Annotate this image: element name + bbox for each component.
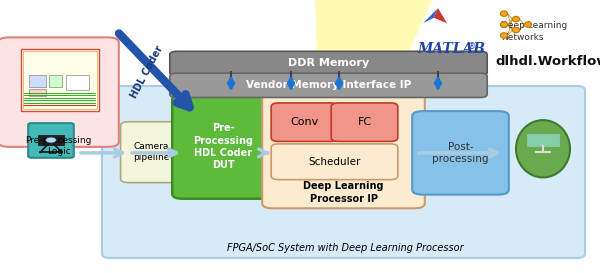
FancyBboxPatch shape xyxy=(412,111,509,195)
Text: Post-
processing: Post- processing xyxy=(432,142,489,164)
FancyBboxPatch shape xyxy=(262,93,425,208)
Ellipse shape xyxy=(500,33,508,38)
Text: MATLAB: MATLAB xyxy=(417,42,485,56)
Text: Vendor Memory Interface IP: Vendor Memory Interface IP xyxy=(246,80,411,90)
Text: Conv: Conv xyxy=(290,117,319,127)
Ellipse shape xyxy=(512,27,520,33)
Text: Scheduler: Scheduler xyxy=(308,157,361,167)
Text: FC: FC xyxy=(358,117,371,127)
Text: DDR Memory: DDR Memory xyxy=(288,58,369,69)
Text: FPGA/SoC System with Deep Learning Processor: FPGA/SoC System with Deep Learning Proce… xyxy=(227,244,463,253)
Text: Pre-
Processing
HDL Coder
DUT: Pre- Processing HDL Coder DUT xyxy=(193,123,254,170)
FancyBboxPatch shape xyxy=(172,95,275,199)
FancyBboxPatch shape xyxy=(271,144,398,180)
Ellipse shape xyxy=(516,120,570,177)
FancyBboxPatch shape xyxy=(271,103,338,141)
Ellipse shape xyxy=(524,22,532,27)
Polygon shape xyxy=(315,0,432,94)
Text: ®: ® xyxy=(468,43,476,51)
FancyBboxPatch shape xyxy=(29,89,46,96)
Ellipse shape xyxy=(500,22,508,27)
Text: Deep Learning
Processor IP: Deep Learning Processor IP xyxy=(303,181,384,204)
Polygon shape xyxy=(423,8,438,23)
FancyBboxPatch shape xyxy=(102,86,585,258)
Text: Camera
pipeline: Camera pipeline xyxy=(133,142,170,162)
Ellipse shape xyxy=(500,11,508,16)
FancyBboxPatch shape xyxy=(38,135,64,145)
Polygon shape xyxy=(434,8,447,23)
Text: Deep Learning
Networks: Deep Learning Networks xyxy=(501,21,567,42)
Ellipse shape xyxy=(46,137,56,143)
FancyBboxPatch shape xyxy=(121,122,182,183)
FancyBboxPatch shape xyxy=(66,75,89,90)
FancyBboxPatch shape xyxy=(23,51,97,109)
FancyBboxPatch shape xyxy=(526,133,560,147)
FancyBboxPatch shape xyxy=(170,73,487,97)
FancyBboxPatch shape xyxy=(21,49,99,111)
FancyBboxPatch shape xyxy=(29,75,46,87)
FancyBboxPatch shape xyxy=(49,75,62,87)
Text: Pre-processing
Logic: Pre-processing Logic xyxy=(26,136,92,156)
FancyBboxPatch shape xyxy=(331,103,398,141)
Text: dlhdl.Workflow: dlhdl.Workflow xyxy=(495,55,600,68)
Ellipse shape xyxy=(512,16,520,22)
FancyBboxPatch shape xyxy=(0,37,119,147)
FancyBboxPatch shape xyxy=(170,51,487,76)
Text: HDL Coder: HDL Coder xyxy=(129,44,165,100)
FancyBboxPatch shape xyxy=(28,123,74,158)
